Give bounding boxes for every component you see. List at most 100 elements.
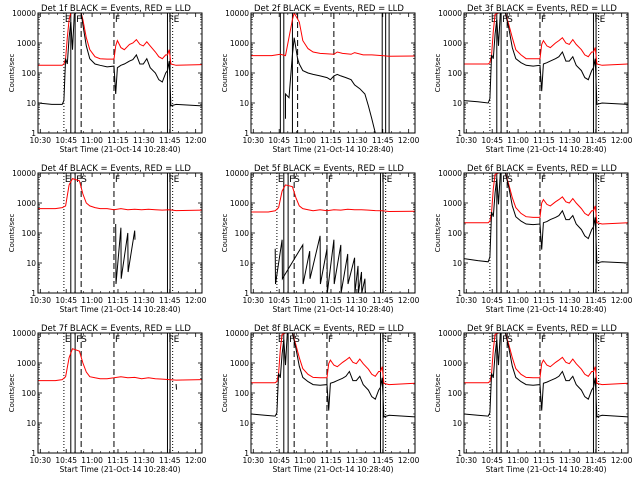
y-tick-label: 1000 xyxy=(443,199,462,208)
y-axis-label: Counts/sec xyxy=(8,214,16,253)
x-tick-label: 10:30 xyxy=(29,456,51,465)
x-tick-label: 10:45 xyxy=(55,296,77,305)
x-tick-label: 11:45 xyxy=(159,296,181,305)
y-tick-label: 10 xyxy=(26,259,36,268)
lld-series-line xyxy=(38,348,202,382)
x-tick-label: 10:45 xyxy=(268,296,290,305)
event-marker-label: E xyxy=(491,15,497,25)
event-marker-label: F xyxy=(328,335,333,345)
chart-panel-2: Det 2f BLACK = Events, RED = LLD 1 10 100 10… xyxy=(221,4,420,154)
x-tick-label: 12:00 xyxy=(611,136,633,145)
event-marker-label: F xyxy=(381,175,386,185)
x-tick-label: 12:00 xyxy=(185,456,207,465)
y-tick-label: 1000 xyxy=(443,39,462,48)
x-tick-label: 11:30 xyxy=(133,136,155,145)
events-series-line xyxy=(285,37,376,133)
x-axis-label: Start Time (21-Oct-14 10:28:40) xyxy=(59,305,180,314)
y-tick-label: 1000 xyxy=(17,39,36,48)
y-tick-label: 10 xyxy=(452,99,462,108)
plot-frame xyxy=(250,172,416,294)
y-tick-label: 10 xyxy=(239,99,249,108)
chart-title: Det 9f BLACK = Events, RED = LLD xyxy=(467,324,617,334)
event-marker-label: E xyxy=(278,175,284,185)
y-tick-label: 10000 xyxy=(225,9,249,18)
x-tick-label: 12:00 xyxy=(185,136,207,145)
events-series-line xyxy=(251,333,415,418)
y-axis-label: Counts/sec xyxy=(221,54,229,93)
y-tick-label: 10000 xyxy=(438,9,462,18)
chart-title: Det 5f BLACK = Events, RED = LLD xyxy=(254,164,404,174)
chart-panel-9: Det 9f BLACK = Events, RED = LLD 1 10 100 10… xyxy=(434,324,633,474)
event-marker-label: F xyxy=(541,175,546,185)
y-tick-label: 1 xyxy=(457,289,462,298)
chart-panel-4: Det 4f BLACK = Events, RED = LLD 1 10 100 10… xyxy=(8,164,207,314)
event-marker-label: F xyxy=(115,335,120,345)
x-tick-label: 11:00 xyxy=(294,136,316,145)
x-tick-label: 11:45 xyxy=(585,136,607,145)
event-marker-label: E xyxy=(174,335,180,345)
y-axis-label: Counts/sec xyxy=(434,214,442,253)
event-marker-label: E xyxy=(174,175,180,185)
y-tick-label: 10 xyxy=(26,99,36,108)
y-tick-label: 10 xyxy=(239,419,249,428)
x-tick-label: 11:30 xyxy=(133,296,155,305)
event-marker-label: E xyxy=(174,15,180,25)
y-tick-label: 10 xyxy=(239,259,249,268)
event-marker-label: E xyxy=(65,335,71,345)
y-tick-label: 1000 xyxy=(230,359,249,368)
x-tick-label: 12:00 xyxy=(398,296,420,305)
event-marker-label: E xyxy=(65,15,71,25)
event-marker-label: E xyxy=(65,175,71,185)
series-group xyxy=(464,173,628,264)
y-tick-label: 1 xyxy=(244,129,249,138)
x-tick-label: 12:00 xyxy=(398,456,420,465)
event-marker-label: F xyxy=(594,15,599,25)
events-series-line xyxy=(115,223,136,285)
x-tick-label: 11:15 xyxy=(320,296,342,305)
y-tick-label: 100 xyxy=(235,229,250,238)
x-axis-label: Start Time (21-Oct-14 10:28:40) xyxy=(485,465,606,474)
x-tick-label: 10:45 xyxy=(481,456,503,465)
chart-panel-8: Det 8f BLACK = Events, RED = LLD 1 10 100 10… xyxy=(221,324,420,474)
events-series-line xyxy=(464,173,628,264)
chart-panel-6: Det 6f BLACK = Events, RED = LLD 1 10 100 10… xyxy=(434,164,633,314)
x-tick-label: 11:30 xyxy=(559,296,581,305)
x-tick-label: 11:15 xyxy=(533,456,555,465)
event-marker-label: F xyxy=(115,175,120,185)
y-tick-label: 100 xyxy=(235,389,250,398)
y-tick-label: 1 xyxy=(31,449,36,458)
x-tick-label: 11:30 xyxy=(346,296,368,305)
x-tick-label: 11:45 xyxy=(372,136,394,145)
y-axis-label: Counts/sec xyxy=(8,374,16,413)
event-marker-label: E xyxy=(600,335,606,345)
events-series-line xyxy=(38,13,202,107)
x-tick-label: 10:45 xyxy=(55,136,77,145)
x-tick-label: 10:30 xyxy=(29,296,51,305)
x-tick-label: 10:45 xyxy=(481,136,503,145)
series-group xyxy=(464,13,628,106)
x-tick-label: 10:30 xyxy=(455,296,477,305)
y-tick-label: 1000 xyxy=(443,359,462,368)
y-tick-label: 1 xyxy=(457,449,462,458)
event-marker-label: F xyxy=(168,175,173,185)
y-tick-label: 100 xyxy=(22,389,37,398)
x-tick-label: 11:00 xyxy=(81,296,103,305)
events-series-line xyxy=(464,333,628,418)
y-tick-label: 10000 xyxy=(225,169,249,178)
y-tick-label: 1 xyxy=(244,289,249,298)
lld-series-line xyxy=(38,177,202,212)
event-marker-label: E xyxy=(387,335,393,345)
x-tick-label: 10:30 xyxy=(242,456,264,465)
x-tick-label: 11:45 xyxy=(159,456,181,465)
y-tick-label: 1 xyxy=(31,289,36,298)
x-tick-label: 11:15 xyxy=(533,296,555,305)
event-marker-label: FS xyxy=(76,175,87,185)
y-tick-label: 1 xyxy=(31,129,36,138)
lld-series-line xyxy=(251,184,415,213)
x-tick-label: 12:00 xyxy=(611,456,633,465)
x-axis-label: Start Time (21-Oct-14 10:28:40) xyxy=(59,465,180,474)
event-marker-label: FS xyxy=(289,175,300,185)
y-axis-label: Counts/sec xyxy=(8,54,16,93)
x-tick-label: 11:30 xyxy=(346,136,368,145)
